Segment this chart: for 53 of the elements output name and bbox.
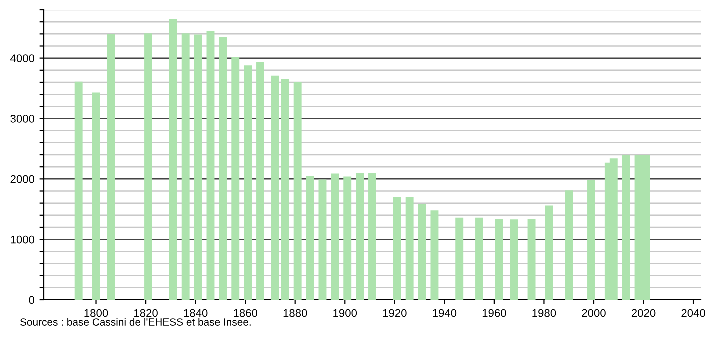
- bar: [565, 190, 574, 300]
- bar: [331, 174, 340, 300]
- bar: [256, 62, 264, 300]
- bar: [74, 82, 83, 300]
- bar: [294, 82, 302, 300]
- bar: [476, 218, 484, 300]
- bar: [271, 76, 280, 300]
- x-tick-label: 1900: [334, 309, 358, 318]
- x-tick-label: 2040: [682, 309, 706, 318]
- x-tick-label: 1920: [383, 309, 407, 318]
- bar: [344, 176, 352, 300]
- bar: [588, 180, 596, 300]
- bar: [510, 220, 518, 300]
- x-tick-label: 1980: [532, 309, 556, 318]
- x-tick-label: 1820: [134, 309, 158, 318]
- bar: [545, 206, 554, 300]
- y-tick-label: 3000: [10, 115, 35, 123]
- y-tick-label: 4000: [10, 54, 35, 62]
- source-note: Sources : base Cassini de l'EHESS et base Insee.: [20, 318, 251, 326]
- bar: [169, 19, 178, 300]
- bar: [393, 197, 402, 300]
- x-tick-label: 2020: [632, 309, 656, 318]
- bar: [194, 34, 202, 300]
- bar: [406, 197, 414, 300]
- bar: [306, 176, 314, 300]
- bar: [206, 31, 215, 300]
- y-tick-label: 0: [29, 296, 35, 304]
- bar: [219, 37, 228, 300]
- y-tick-label: 2000: [10, 175, 35, 184]
- x-tick-label: 1840: [184, 309, 208, 318]
- x-tick-label: 1880: [284, 309, 308, 318]
- x-tick-label: 1800: [84, 309, 108, 318]
- bar: [92, 92, 100, 300]
- x-tick-label: 1940: [433, 309, 457, 318]
- bar: [107, 34, 116, 300]
- bar: [144, 34, 153, 300]
- bar: [418, 204, 426, 300]
- bar: [318, 180, 327, 300]
- bar: [528, 219, 536, 300]
- x-tick-label: 1860: [234, 309, 258, 318]
- bar: [232, 57, 240, 300]
- bar: [368, 173, 376, 300]
- bar: [281, 79, 290, 300]
- bar: [622, 155, 630, 300]
- bar: [430, 210, 439, 300]
- bar: [244, 66, 252, 300]
- bar: [495, 219, 504, 300]
- x-tick-label: 2000: [582, 309, 606, 318]
- bar: [356, 173, 364, 300]
- bar: [456, 218, 464, 300]
- bar: [182, 34, 190, 300]
- y-tick-label: 1000: [11, 236, 35, 244]
- x-tick-label: 1960: [482, 309, 506, 318]
